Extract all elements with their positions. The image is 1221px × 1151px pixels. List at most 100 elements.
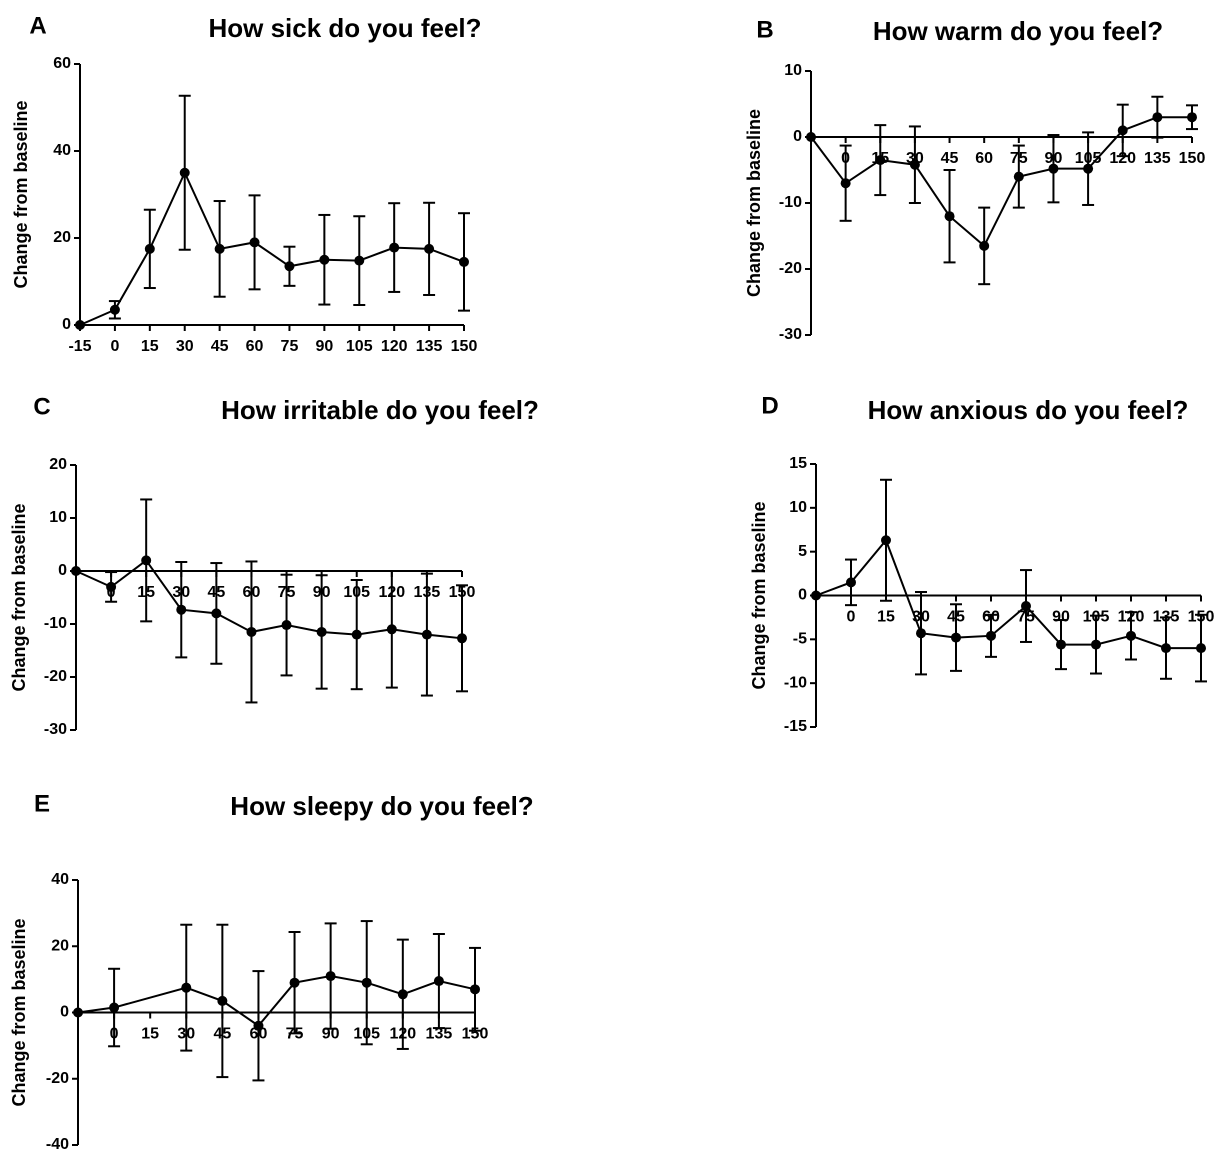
data-point bbox=[916, 628, 926, 639]
x-tick-label: 135 bbox=[416, 338, 443, 355]
data-point bbox=[433, 976, 444, 987]
panel-label: A bbox=[29, 12, 46, 39]
y-tick-label: 40 bbox=[51, 871, 69, 888]
x-tick-label: 45 bbox=[211, 338, 229, 355]
data-point bbox=[1021, 601, 1031, 612]
data-point bbox=[253, 1020, 264, 1031]
chart-title: How sleepy do you feel? bbox=[230, 791, 533, 821]
data-point bbox=[811, 590, 821, 601]
data-point bbox=[181, 982, 192, 993]
data-point bbox=[389, 242, 400, 253]
panel-label: B bbox=[756, 16, 773, 43]
y-tick-label: 0 bbox=[793, 128, 802, 145]
data-point bbox=[881, 535, 891, 546]
y-tick-label: 20 bbox=[51, 937, 69, 954]
data-point bbox=[319, 254, 330, 265]
y-tick-label: 0 bbox=[60, 1004, 69, 1021]
data-point bbox=[316, 626, 327, 637]
data-point bbox=[806, 132, 816, 142]
y-tick-label: 10 bbox=[784, 62, 802, 79]
y-tick-label: 20 bbox=[53, 229, 71, 246]
data-point bbox=[354, 255, 365, 266]
x-tick-label: -15 bbox=[68, 338, 91, 355]
x-tick-label: 150 bbox=[462, 1026, 489, 1043]
data-point bbox=[1083, 163, 1094, 174]
data-point bbox=[840, 178, 851, 189]
data-point bbox=[424, 243, 435, 254]
x-tick-label: 15 bbox=[141, 338, 159, 355]
data-point bbox=[846, 577, 856, 588]
y-axis-label: Change from baseline bbox=[9, 918, 29, 1106]
data-point bbox=[986, 630, 996, 641]
chart-title: How irritable do you feel? bbox=[221, 395, 539, 425]
data-line bbox=[810, 116, 1192, 248]
y-tick-label: -5 bbox=[793, 631, 807, 648]
x-tick-label: 135 bbox=[1144, 150, 1171, 167]
x-tick-label: 15 bbox=[877, 609, 895, 626]
data-point bbox=[351, 629, 362, 640]
data-point bbox=[459, 256, 469, 267]
x-tick-label: 135 bbox=[426, 1026, 453, 1043]
data-point bbox=[176, 604, 187, 615]
data-line bbox=[75, 558, 463, 640]
x-tick-label: 90 bbox=[1052, 609, 1070, 626]
panel-label: E bbox=[34, 790, 50, 817]
data-point bbox=[109, 304, 120, 315]
data-line bbox=[815, 538, 1201, 650]
data-point bbox=[470, 984, 480, 995]
y-tick-label: -20 bbox=[46, 1070, 69, 1087]
chart-title: How sick do you feel? bbox=[208, 13, 481, 43]
data-point bbox=[1161, 643, 1171, 654]
y-axis-label: Change from baseline bbox=[749, 501, 769, 689]
y-tick-label: -40 bbox=[46, 1136, 69, 1151]
chart-title: How warm do you feel? bbox=[873, 16, 1163, 46]
data-point bbox=[944, 211, 955, 222]
x-tick-label: 60 bbox=[246, 338, 264, 355]
y-tick-label: 10 bbox=[49, 509, 67, 526]
data-point bbox=[211, 608, 222, 619]
data-point bbox=[214, 243, 225, 254]
x-tick-label: 60 bbox=[975, 150, 993, 167]
data-point bbox=[281, 620, 292, 631]
x-tick-label: 30 bbox=[176, 338, 194, 355]
data-point bbox=[284, 261, 295, 272]
x-tick-label: 105 bbox=[346, 338, 373, 355]
data-point bbox=[144, 243, 155, 254]
y-tick-label: -10 bbox=[784, 674, 807, 691]
x-tick-label: 75 bbox=[281, 338, 299, 355]
data-point bbox=[951, 632, 961, 643]
x-tick-label: 90 bbox=[322, 1026, 340, 1043]
y-tick-label: -15 bbox=[784, 718, 807, 735]
y-tick-label: -20 bbox=[44, 668, 67, 685]
data-point bbox=[1091, 639, 1101, 650]
data-point bbox=[179, 167, 190, 178]
y-tick-label: 15 bbox=[789, 455, 807, 472]
data-point bbox=[73, 1007, 83, 1018]
y-tick-label: -30 bbox=[779, 326, 802, 343]
data-point bbox=[875, 155, 886, 166]
data-point bbox=[979, 240, 990, 251]
data-point bbox=[1048, 163, 1059, 174]
data-point bbox=[75, 320, 85, 330]
data-point bbox=[109, 1002, 120, 1013]
y-tick-label: 5 bbox=[798, 543, 807, 560]
y-tick-label: 40 bbox=[53, 142, 71, 159]
x-tick-label: 150 bbox=[451, 338, 478, 355]
data-point bbox=[1117, 125, 1128, 136]
data-point bbox=[1196, 643, 1206, 654]
y-tick-label: 20 bbox=[49, 456, 67, 473]
data-point bbox=[325, 971, 336, 982]
y-tick-label: -10 bbox=[779, 194, 802, 211]
data-point bbox=[217, 995, 228, 1006]
y-axis-label: Change from baseline bbox=[11, 100, 31, 288]
y-tick-label: -30 bbox=[44, 721, 67, 738]
data-point bbox=[386, 624, 397, 635]
x-tick-label: 0 bbox=[110, 338, 119, 355]
data-point bbox=[1152, 112, 1163, 123]
data-point bbox=[289, 977, 300, 988]
data-point bbox=[909, 159, 920, 170]
data-point bbox=[457, 633, 467, 644]
y-tick-label: 60 bbox=[53, 55, 71, 72]
data-point bbox=[71, 566, 81, 576]
